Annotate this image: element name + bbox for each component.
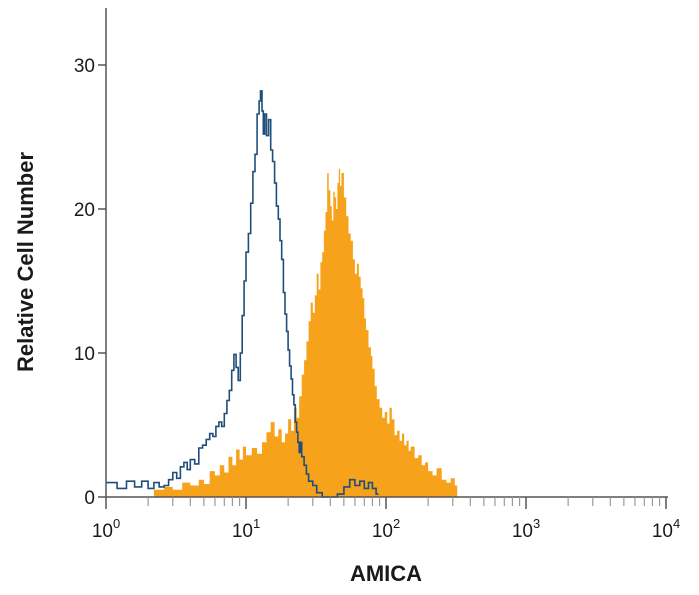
- y-axis-title: Relative Cell Number: [13, 152, 38, 373]
- x-tick-label: 101: [232, 516, 260, 542]
- x-tick-label-base: 10: [652, 521, 673, 542]
- x-tick-label-base: 10: [232, 521, 253, 542]
- y-tick-label: 30: [74, 56, 95, 77]
- axes-layer: [105, 8, 668, 498]
- y-tick-label: 0: [84, 488, 95, 509]
- x-tick-label: 104: [652, 516, 680, 542]
- series-outline-histogram: [106, 90, 379, 498]
- x-tick-label: 102: [372, 516, 400, 542]
- series-layer: [106, 90, 458, 498]
- x-tick-label-base: 10: [92, 521, 113, 542]
- x-tick-label-exponent: 0: [113, 516, 120, 531]
- x-tick-label-exponent: 1: [253, 516, 260, 531]
- y-tick-label: 10: [74, 344, 95, 365]
- x-tick-label: 100: [92, 516, 120, 542]
- x-tick-label-base: 10: [372, 521, 393, 542]
- series-filled-histogram: [153, 168, 458, 497]
- x-tick-label-exponent: 3: [533, 516, 540, 531]
- x-tick-label-exponent: 4: [673, 516, 680, 531]
- x-tick-label-base: 10: [512, 521, 533, 542]
- x-tick-label: 103: [512, 516, 540, 542]
- x-axis-title: AMICA: [350, 561, 422, 586]
- x-tick-label-exponent: 2: [393, 516, 400, 531]
- y-tick-label: 20: [74, 200, 95, 221]
